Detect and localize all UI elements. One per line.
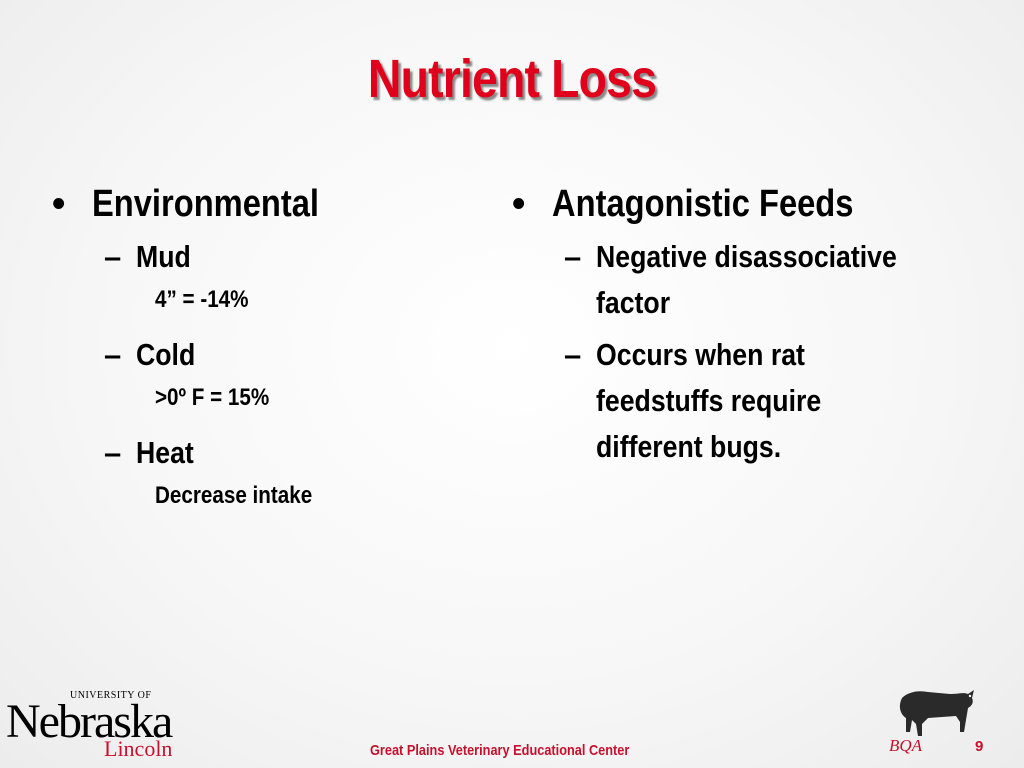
detail-text: >0º F = 15% — [155, 384, 270, 411]
footer-center-text: Great Plains Veterinary Educational Cent… — [370, 742, 630, 759]
slide-title: Nutrient Loss — [367, 49, 657, 109]
cow-icon — [899, 690, 974, 736]
dash-symbol: – — [104, 239, 122, 274]
dash-symbol: – — [564, 239, 582, 274]
left-column: • Environmental – Mud 4” = -14% – Cold >… — [52, 180, 472, 528]
detail-mud: 4” = -14% — [155, 280, 472, 320]
bullet-symbol: • — [52, 183, 66, 225]
subbullet-mud: – Mud — [104, 234, 472, 280]
detail-text: Decrease intake — [155, 482, 313, 509]
subbullet-text: Heat — [136, 435, 194, 470]
subbullet-heat: – Heat — [104, 430, 472, 476]
bullet-text: Environmental — [92, 183, 319, 225]
detail-text: 4” = -14% — [155, 286, 249, 313]
dash-symbol: – — [564, 337, 582, 372]
detail-heat: Decrease intake — [155, 476, 472, 516]
subbullet-text: Mud — [136, 239, 191, 274]
bullet-antagonistic-feeds: • Antagonistic Feeds — [512, 180, 982, 228]
logo-university-of: UNIVERSITY OF — [70, 690, 152, 701]
subbullet-occurs: – Occurs when rat feedstuffs require dif… — [564, 332, 982, 470]
subbullet-text: Cold — [136, 337, 196, 372]
subbullet-cold: – Cold — [104, 332, 472, 378]
subbullet-text: Occurs when rat feedstuffs require diffe… — [596, 337, 822, 464]
subbullet-negative-factor: – Negative disassociative factor — [564, 234, 982, 326]
page-number: 9 — [975, 738, 984, 755]
subbullet-text: Negative disassociative factor — [596, 239, 897, 320]
right-column: • Antagonistic Feeds – Negative disassoc… — [512, 180, 982, 470]
bullet-text: Antagonistic Feeds — [552, 183, 854, 225]
logo-lincoln: Lincoln — [104, 736, 173, 761]
bullet-symbol: • — [512, 183, 526, 225]
bullet-environmental: • Environmental — [52, 180, 472, 228]
logo-nebraska: Nebraska — [6, 695, 173, 748]
dash-symbol: – — [104, 337, 122, 372]
bqa-badge: BQA — [889, 736, 923, 755]
detail-cold: >0º F = 15% — [155, 378, 472, 418]
dash-symbol: – — [104, 435, 122, 470]
